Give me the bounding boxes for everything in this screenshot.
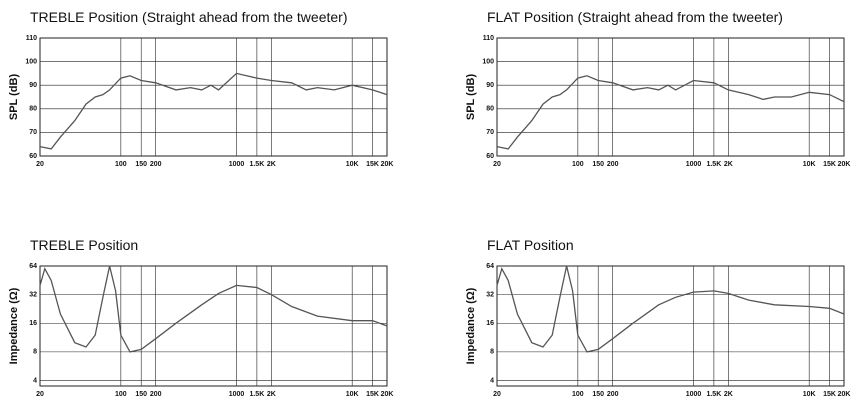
chart-title: TREBLE Position (Straight ahead from the… [30, 9, 347, 25]
y-tick-label: 100 [25, 58, 37, 65]
x-tick-label: 10K [346, 391, 359, 398]
x-tick-label: 100 [572, 161, 584, 168]
x-tick-label: 200 [607, 391, 619, 398]
x-tick-label: 15K [823, 391, 836, 398]
y-tick-label: 60 [486, 153, 494, 160]
x-tick-label: 200 [607, 161, 619, 168]
chart-title: FLAT Position (Straight ahead from the t… [487, 9, 783, 25]
x-tick-label: 15K [823, 161, 836, 168]
y-tick-label: 110 [483, 35, 494, 42]
response-line [39, 265, 388, 353]
x-tick-label: 100 [115, 391, 127, 398]
y-tick-label: 32 [486, 291, 494, 298]
response-line [496, 75, 845, 150]
y-tick-label: 16 [486, 320, 494, 327]
x-tick-label: 15K [366, 161, 379, 168]
x-tick-label: 150 [592, 391, 604, 398]
x-tick-label: 1000 [686, 391, 702, 398]
y-tick-label: 110 [26, 35, 37, 42]
x-tick-label: 150 [592, 161, 604, 168]
x-tick-label: 2K [724, 161, 733, 168]
x-tick-label: 200 [150, 161, 162, 168]
y-tick-label: 90 [486, 82, 494, 89]
x-tick-label: 20K [838, 161, 851, 168]
x-tick-label: 15K [366, 391, 379, 398]
x-tick-label: 2K [267, 391, 276, 398]
chart-title: FLAT Position [487, 237, 574, 253]
y-tick-label: 8 [490, 349, 494, 356]
y-tick-label: 100 [482, 58, 494, 65]
y-axis-label: SPL (dB) [465, 74, 477, 121]
y-tick-label: 4 [33, 377, 37, 384]
x-tick-label: 150 [135, 161, 147, 168]
y-tick-label: 64 [29, 263, 37, 270]
y-tick-label: 90 [29, 82, 37, 89]
x-tick-label: 1.5K [249, 391, 264, 398]
plot-frame [39, 265, 388, 387]
x-tick-label: 100 [572, 391, 584, 398]
chart-title: TREBLE Position [30, 237, 138, 253]
x-tick-label: 20 [493, 161, 501, 168]
x-tick-label: 20 [493, 391, 501, 398]
plot-frame [39, 37, 388, 157]
x-tick-label: 1.5K [706, 391, 721, 398]
x-tick-label: 1.5K [249, 161, 264, 168]
y-axis-label: Impedance (Ω) [8, 287, 20, 364]
x-tick-label: 1.5K [706, 161, 721, 168]
y-tick-label: 32 [29, 291, 37, 298]
x-tick-label: 200 [150, 391, 162, 398]
y-tick-label: 70 [29, 129, 37, 136]
response-line [496, 265, 845, 353]
y-tick-label: 4 [490, 377, 494, 384]
x-tick-label: 2K [267, 161, 276, 168]
y-tick-label: 80 [486, 106, 494, 113]
x-tick-label: 20K [838, 391, 851, 398]
y-tick-label: 8 [33, 349, 37, 356]
x-tick-label: 20 [36, 391, 44, 398]
plot-frame [496, 37, 845, 157]
y-tick-label: 70 [486, 129, 494, 136]
y-axis-label: Impedance (Ω) [465, 287, 477, 364]
x-tick-label: 150 [135, 391, 147, 398]
y-tick-label: 64 [486, 263, 494, 270]
x-tick-label: 1000 [229, 161, 245, 168]
x-tick-label: 2K [724, 391, 733, 398]
x-tick-label: 10K [346, 161, 359, 168]
x-tick-label: 1000 [229, 391, 245, 398]
x-tick-label: 10K [803, 161, 816, 168]
response-line [39, 72, 388, 150]
plot-frame [496, 265, 845, 387]
y-tick-label: 16 [29, 320, 37, 327]
x-tick-label: 10K [803, 391, 816, 398]
x-tick-label: 100 [115, 161, 127, 168]
y-axis-label: SPL (dB) [8, 74, 20, 121]
y-tick-label: 60 [29, 153, 37, 160]
x-tick-label: 20K [381, 161, 394, 168]
x-tick-label: 20K [381, 391, 394, 398]
x-tick-label: 20 [36, 161, 44, 168]
x-tick-label: 1000 [686, 161, 702, 168]
y-tick-label: 80 [29, 106, 37, 113]
